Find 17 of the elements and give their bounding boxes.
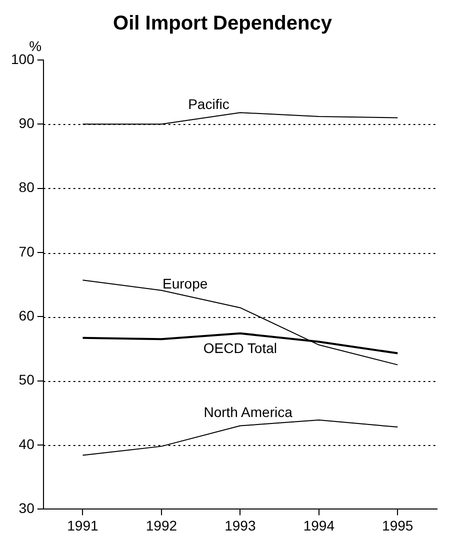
y-tick-label: 40: [18, 436, 35, 452]
series-label: Pacific: [188, 96, 230, 112]
series-label: Europe: [162, 275, 208, 292]
x-tick-label: 1991: [67, 517, 99, 534]
x-tick-label: 1995: [382, 517, 414, 534]
y-tick-label: 50: [18, 372, 35, 388]
y-tick-label: 80: [18, 179, 35, 196]
y-tick-label: 60: [18, 308, 35, 324]
x-tick-label: 1994: [303, 517, 335, 534]
y-tick-label: 30: [18, 500, 35, 516]
series-label: North America: [204, 404, 293, 420]
y-tick-label: 70: [18, 243, 35, 260]
y-tick-label: 90: [18, 115, 35, 132]
chart-title: Oil Import Dependency: [113, 12, 333, 35]
series-label: OECD Total: [203, 340, 278, 356]
x-tick-label: 1992: [146, 517, 178, 534]
x-tick-label: 1993: [224, 517, 256, 534]
